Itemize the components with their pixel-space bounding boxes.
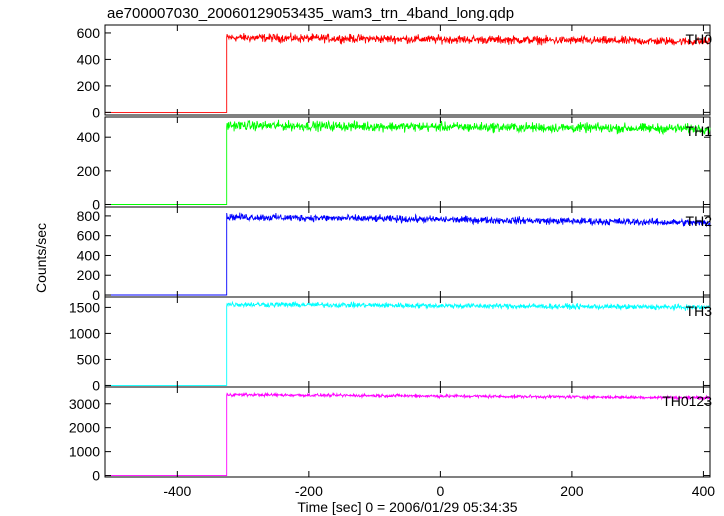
panel-label-th0123: TH0123 — [662, 393, 712, 409]
y-tick-label: 0 — [92, 196, 100, 212]
y-tick-label: 0 — [92, 377, 100, 393]
y-tick-label: 1000 — [69, 325, 100, 341]
panel-label-th1: TH1 — [686, 123, 713, 139]
y-tick-label: 400 — [77, 129, 101, 145]
chart-title: ae700007030_20060129053435_wam3_trn_4ban… — [107, 5, 514, 22]
y-tick-label: 500 — [77, 351, 101, 367]
x-tick-label: 400 — [692, 483, 716, 499]
panel-label-th2: TH2 — [686, 213, 713, 229]
y-tick-label: 3000 — [69, 396, 100, 412]
y-tick-label: 400 — [77, 247, 101, 263]
x-tick-label: -400 — [163, 483, 191, 499]
y-tick-label: 600 — [77, 228, 101, 244]
x-tick-label: 200 — [560, 483, 584, 499]
y-tick-label: 600 — [77, 25, 101, 41]
series-line-th2 — [105, 212, 711, 296]
x-tick-label: -200 — [295, 483, 323, 499]
y-tick-label: 400 — [77, 51, 101, 67]
y-tick-label: 200 — [77, 163, 101, 179]
y-tick-label: 200 — [77, 78, 101, 94]
y-tick-label: 800 — [77, 208, 101, 224]
panel-frame-th0 — [104, 24, 711, 116]
y-tick-label: 0 — [92, 468, 100, 484]
series-line-th0 — [105, 32, 711, 113]
panel-label-th0: TH0 — [686, 31, 713, 47]
y-axis-label: Counts/sec — [33, 223, 49, 293]
panel-frame-th3 — [104, 296, 711, 388]
y-tick-label: 200 — [77, 267, 101, 283]
x-tick-label: 0 — [436, 483, 444, 499]
y-tick-label: 1500 — [69, 299, 100, 315]
y-tick-label: 1000 — [69, 444, 100, 460]
y-tick-label: 0 — [92, 104, 100, 120]
panel-frame-th0123 — [104, 386, 711, 478]
y-tick-label: 0 — [92, 287, 100, 303]
series-line-th1 — [105, 119, 711, 205]
x-axis-label: Time [sec] 0 = 2006/01/29 05:34:35 — [297, 499, 517, 515]
y-tick-label: 2000 — [69, 420, 100, 436]
panel-label-th3: TH3 — [686, 303, 713, 319]
series-line-th0123 — [105, 391, 711, 477]
series-line-th3 — [105, 300, 711, 386]
